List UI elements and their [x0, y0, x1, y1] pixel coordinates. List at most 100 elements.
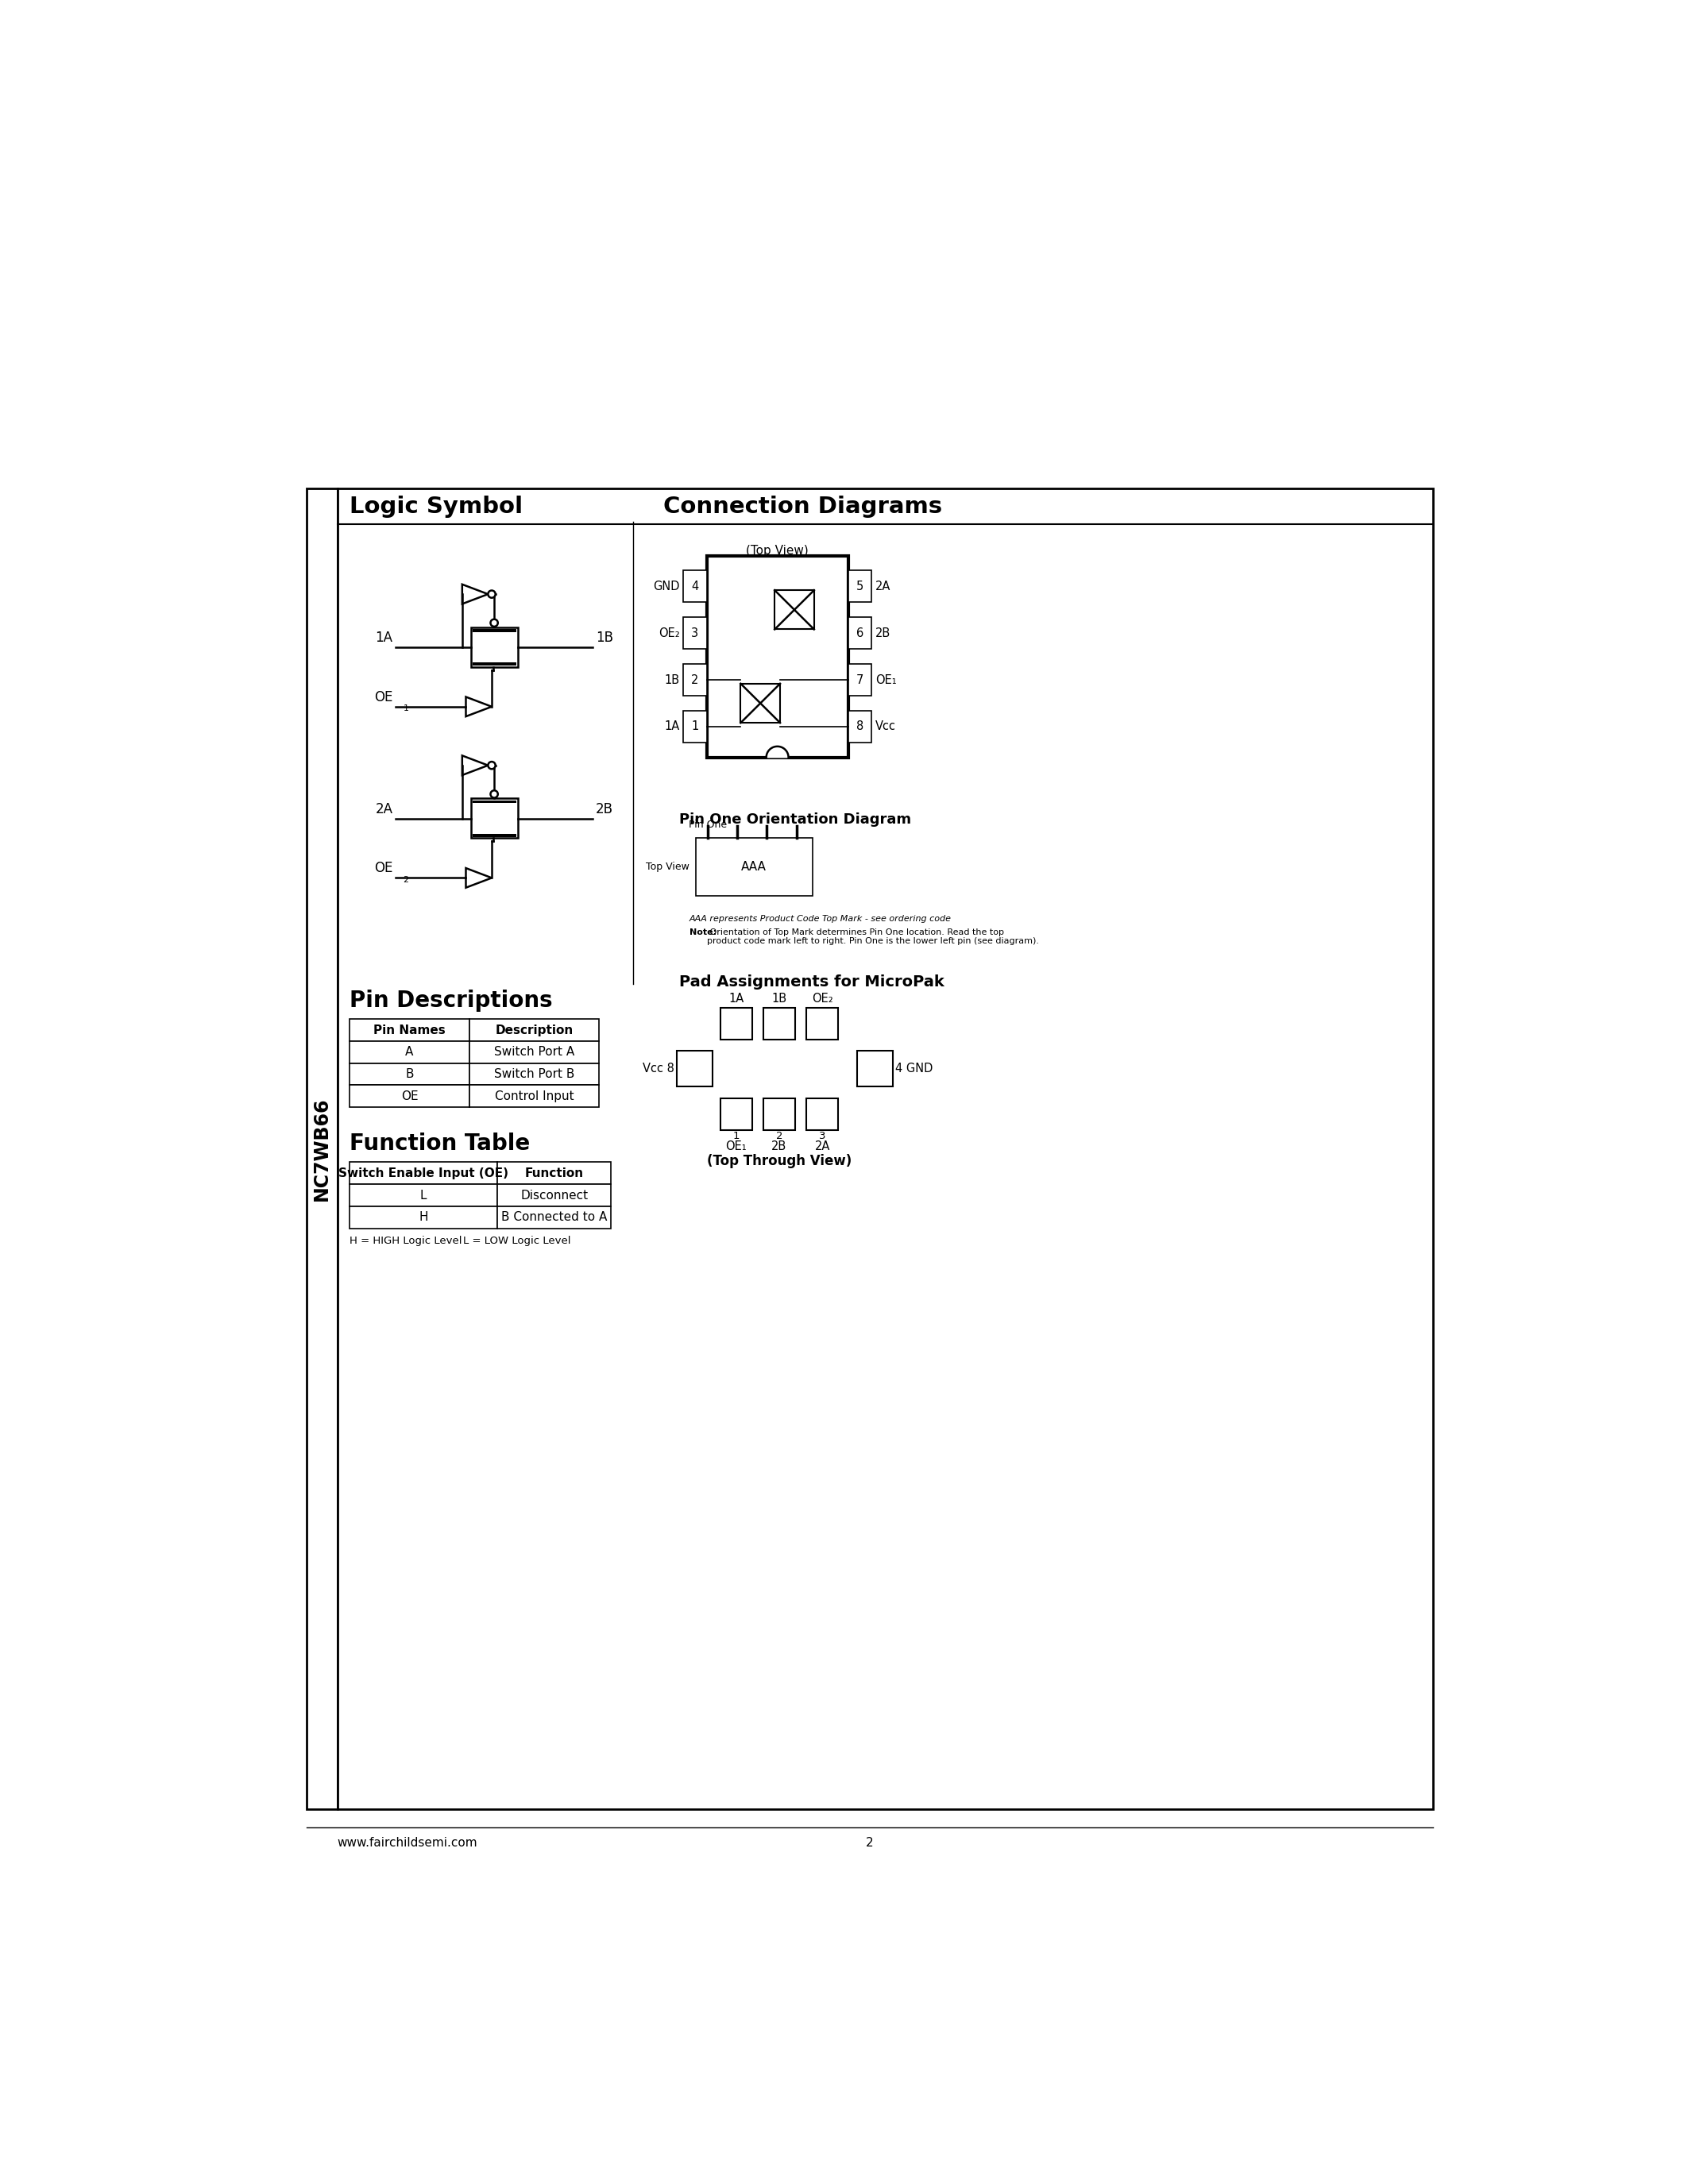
Text: B: B	[405, 1068, 414, 1081]
Text: 5: 5	[856, 581, 864, 592]
Text: 5: 5	[819, 1007, 825, 1018]
Text: 3: 3	[819, 1131, 825, 1142]
Text: Pin Names: Pin Names	[373, 1024, 446, 1035]
Text: 2A: 2A	[815, 1140, 830, 1153]
Bar	[473, 662, 517, 666]
Bar	[684, 570, 707, 603]
Text: Function Table: Function Table	[349, 1133, 530, 1155]
Bar	[498, 1206, 611, 1227]
Bar	[349, 1206, 498, 1227]
Text: Vᴄᴄ 8: Vᴄᴄ 8	[641, 1064, 674, 1075]
Text: www.fairchildsemi.com: www.fairchildsemi.com	[338, 1837, 478, 1848]
Text: L = LOW Logic Level: L = LOW Logic Level	[464, 1236, 571, 1245]
Bar	[807, 1009, 839, 1040]
Text: OE₂: OE₂	[658, 627, 680, 640]
Text: OE: OE	[402, 1090, 419, 1103]
Bar	[684, 710, 707, 743]
Text: 4 GND: 4 GND	[896, 1064, 933, 1075]
Text: 2: 2	[690, 675, 699, 686]
Text: 1B: 1B	[665, 675, 680, 686]
Text: Top View: Top View	[647, 863, 689, 871]
Text: Control Input: Control Input	[495, 1090, 574, 1103]
Text: 2: 2	[403, 876, 408, 885]
Text: Pin One: Pin One	[689, 819, 728, 830]
Text: Disconnect: Disconnect	[520, 1190, 587, 1201]
Bar	[847, 710, 871, 743]
Bar	[471, 799, 518, 839]
Text: Note:: Note:	[689, 928, 716, 937]
Text: 2A: 2A	[876, 581, 891, 592]
Bar	[677, 1051, 712, 1085]
Text: 7: 7	[856, 675, 864, 686]
Bar	[498, 1162, 611, 1184]
Text: Pin One Orientation Diagram: Pin One Orientation Diagram	[680, 812, 912, 828]
Text: 1: 1	[733, 1131, 739, 1142]
Text: OE₁: OE₁	[726, 1140, 746, 1153]
Circle shape	[491, 791, 498, 797]
Bar	[684, 618, 707, 649]
Text: 1: 1	[403, 705, 408, 712]
Text: 1A: 1A	[375, 631, 393, 644]
Text: Switch Port B: Switch Port B	[495, 1068, 574, 1081]
Text: 6: 6	[856, 627, 864, 640]
Text: (Top View): (Top View)	[746, 544, 809, 557]
Text: 1: 1	[690, 721, 699, 732]
Bar	[707, 555, 847, 758]
Text: AAA represents Product Code Top Mark - see ordering code: AAA represents Product Code Top Mark - s…	[689, 915, 952, 922]
Bar	[349, 1042, 469, 1064]
Text: 2B: 2B	[771, 1140, 787, 1153]
Text: Connection Diagrams: Connection Diagrams	[663, 496, 942, 518]
Text: NC7WB66: NC7WB66	[312, 1096, 331, 1201]
Bar	[349, 1085, 469, 1107]
Text: AAA: AAA	[741, 860, 766, 874]
Bar	[473, 629, 517, 631]
Text: B Connected to A: B Connected to A	[501, 1212, 608, 1223]
Text: Logic Symbol: Logic Symbol	[349, 496, 523, 518]
Bar	[469, 1085, 599, 1107]
Polygon shape	[463, 585, 488, 605]
Text: OE: OE	[375, 860, 393, 876]
Text: 1A: 1A	[729, 992, 744, 1005]
Text: OE₂: OE₂	[812, 992, 832, 1005]
Bar	[741, 684, 780, 723]
Text: 6: 6	[776, 1007, 783, 1018]
Bar	[775, 590, 814, 629]
Polygon shape	[466, 867, 491, 887]
Bar	[307, 489, 338, 1808]
Text: 2A: 2A	[375, 802, 393, 817]
Bar	[473, 799, 517, 804]
Bar	[858, 1051, 893, 1085]
Text: 2B: 2B	[596, 802, 613, 817]
Bar	[349, 1064, 469, 1085]
Text: 1A: 1A	[663, 721, 680, 732]
Text: 4: 4	[690, 581, 699, 592]
Polygon shape	[463, 756, 488, 775]
Bar	[847, 664, 871, 697]
Text: 8: 8	[856, 721, 864, 732]
Text: Pin Descriptions: Pin Descriptions	[349, 989, 552, 1011]
Text: 7: 7	[733, 1007, 739, 1018]
Bar	[471, 627, 518, 666]
Bar	[473, 834, 517, 836]
Bar	[338, 489, 1433, 1808]
Text: 3: 3	[692, 627, 699, 640]
Text: Description: Description	[495, 1024, 574, 1035]
Bar	[807, 1099, 839, 1131]
Text: OE: OE	[375, 690, 393, 703]
Bar	[349, 1184, 498, 1206]
Text: 2B: 2B	[876, 627, 891, 640]
Bar	[721, 1099, 753, 1131]
Bar	[763, 1009, 795, 1040]
Polygon shape	[766, 747, 788, 758]
Polygon shape	[466, 697, 491, 716]
Text: Switch Port A: Switch Port A	[495, 1046, 574, 1057]
Bar	[721, 1009, 753, 1040]
Text: Switch Enable Input (OE): Switch Enable Input (OE)	[338, 1166, 508, 1179]
Text: GND: GND	[653, 581, 680, 592]
Text: 2: 2	[866, 1837, 874, 1848]
Text: 1B: 1B	[771, 992, 787, 1005]
Text: H: H	[419, 1212, 429, 1223]
Text: L: L	[420, 1190, 427, 1201]
Bar	[469, 1020, 599, 1042]
Text: OE₁: OE₁	[876, 675, 896, 686]
